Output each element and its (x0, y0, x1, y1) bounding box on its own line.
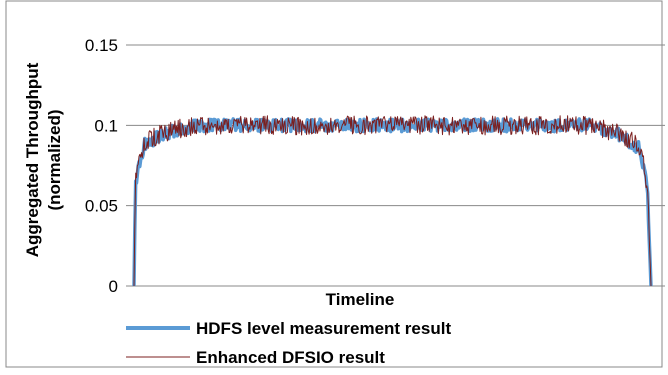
legend-label-hdfs: HDFS level measurement result (196, 319, 451, 338)
y-axis-ticks: 0 0.05 0.1 0.15 (85, 36, 118, 296)
legend-label-dfsio: Enhanced DFSIO result (196, 348, 385, 367)
legend: HDFS level measurement result Enhanced D… (126, 319, 451, 367)
y-tick-label: 0.15 (85, 36, 118, 55)
x-axis-title: Timeline (326, 290, 395, 309)
y-tick-label: 0 (109, 277, 118, 296)
y-tick-label: 0.1 (94, 116, 118, 135)
series-lines (132, 115, 653, 287)
y-axis-title-line-1: Aggregated Throughput (23, 62, 42, 257)
y-axis-title-line-2: (normalized) (45, 109, 64, 210)
y-axis-title: Aggregated Throughput (normalized) (23, 62, 64, 257)
chart-border (5, 0, 663, 368)
series-line-dfsio (133, 115, 652, 287)
y-tick-label: 0.05 (85, 197, 118, 216)
